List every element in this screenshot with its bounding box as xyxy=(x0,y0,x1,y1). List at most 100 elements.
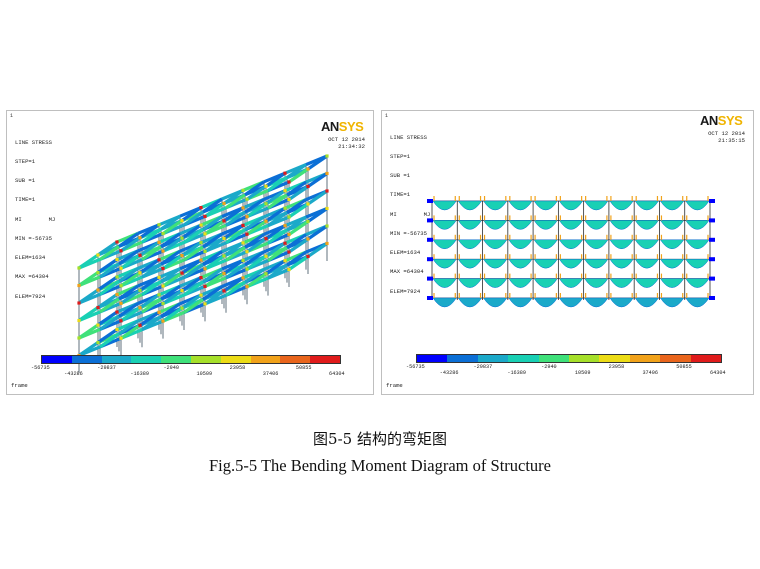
frame-member xyxy=(97,240,118,257)
joint-marker xyxy=(161,267,165,271)
moment-diagram xyxy=(432,200,457,211)
frame-member xyxy=(267,193,288,210)
joint-marker xyxy=(199,206,203,210)
joint-marker xyxy=(161,232,165,236)
joint-marker xyxy=(222,289,226,293)
joint-marker xyxy=(157,293,161,297)
joint-marker xyxy=(245,250,249,254)
moment-diagram xyxy=(634,258,659,269)
info-line: MAX =64304 xyxy=(390,268,424,276)
moment-diagram xyxy=(634,220,659,230)
legend-swatch xyxy=(220,356,251,363)
moment-diagram xyxy=(457,258,483,269)
joint-marker xyxy=(264,184,268,188)
frame-member xyxy=(267,246,288,262)
info-line: LINE STRESS xyxy=(390,133,427,141)
legend-tick-label: 50855 xyxy=(295,365,312,371)
edge-moment xyxy=(709,237,715,242)
frame-member xyxy=(160,232,181,249)
joint-marker xyxy=(241,188,245,192)
joint-marker xyxy=(203,302,207,306)
joint-marker xyxy=(264,202,268,206)
frame-member xyxy=(118,232,139,248)
iso-frame-plot xyxy=(77,154,329,373)
frame-member xyxy=(265,206,286,223)
joint-marker xyxy=(180,219,184,223)
frame-member xyxy=(267,228,288,245)
frame-member xyxy=(225,245,246,262)
frame-member xyxy=(244,267,265,284)
joint-marker xyxy=(241,258,245,262)
legend-tick-label: -29837 xyxy=(97,365,116,371)
legend-tick-label: -16389 xyxy=(130,371,150,377)
joint-marker xyxy=(283,241,287,245)
frame-member xyxy=(286,250,307,267)
frame-member xyxy=(141,297,162,314)
frame-member xyxy=(181,206,202,222)
info-line: ELEM=1634 xyxy=(390,249,421,257)
frame-member xyxy=(78,306,99,322)
info-line: STEP=1 xyxy=(390,153,411,161)
moment-diagram xyxy=(558,278,584,288)
joint-marker xyxy=(199,223,203,227)
frame-member xyxy=(183,298,204,314)
joint-marker xyxy=(222,254,226,258)
moment-diagram xyxy=(483,220,508,230)
edge-moment xyxy=(427,199,433,203)
frame-member xyxy=(118,319,139,336)
frame-member xyxy=(162,289,183,305)
frame-member xyxy=(244,197,265,214)
frame-member xyxy=(265,259,286,276)
timestamp: OCT 12 2014 21:34:32 xyxy=(328,136,365,150)
legend-swatch xyxy=(417,355,448,362)
moment-diagram xyxy=(609,278,634,288)
frame-member xyxy=(246,202,267,219)
joint-marker xyxy=(115,310,119,314)
frame-member xyxy=(120,236,141,253)
frame-member xyxy=(97,328,118,344)
moment-diagram xyxy=(659,239,685,250)
frame-member xyxy=(160,284,181,301)
joint-marker xyxy=(157,258,161,262)
frame-member xyxy=(307,154,328,171)
moment-diagram xyxy=(432,258,457,269)
joint-marker xyxy=(306,202,310,206)
joint-marker xyxy=(325,154,329,158)
joint-marker xyxy=(77,283,81,288)
info-line: TIME=1 xyxy=(15,196,36,204)
moment-diagram xyxy=(533,278,558,288)
frame-member xyxy=(99,332,120,349)
joint-marker xyxy=(241,241,245,245)
legend-swatch xyxy=(477,355,509,362)
frame-member xyxy=(288,202,309,219)
moment-diagram xyxy=(609,297,634,308)
frame-member xyxy=(225,193,246,210)
joint-marker xyxy=(245,285,249,289)
joint-marker xyxy=(138,236,142,240)
joint-marker xyxy=(96,288,100,292)
joint-marker xyxy=(119,284,123,288)
joint-marker xyxy=(306,219,310,224)
moment-diagram xyxy=(558,220,584,230)
frame-member xyxy=(118,302,139,318)
joint-marker xyxy=(77,266,81,270)
moment-diagram xyxy=(508,239,533,250)
frame-member xyxy=(307,189,328,206)
frame-member xyxy=(97,310,118,327)
frame-member xyxy=(204,254,225,271)
joint-marker xyxy=(119,266,123,270)
frame-member xyxy=(202,285,223,301)
frame-member xyxy=(286,215,307,232)
legend-tick-label: -56735 xyxy=(31,365,50,371)
frame-member xyxy=(139,275,160,292)
frame-member xyxy=(267,263,288,280)
frame-member xyxy=(97,275,118,292)
frame-member xyxy=(181,276,202,292)
moment-diagram xyxy=(659,200,685,211)
frame-member xyxy=(223,241,244,258)
joint-marker xyxy=(241,223,245,227)
joint-marker xyxy=(199,258,203,262)
frame-member xyxy=(139,310,160,327)
frame-member xyxy=(141,227,162,244)
joint-marker xyxy=(241,206,245,210)
